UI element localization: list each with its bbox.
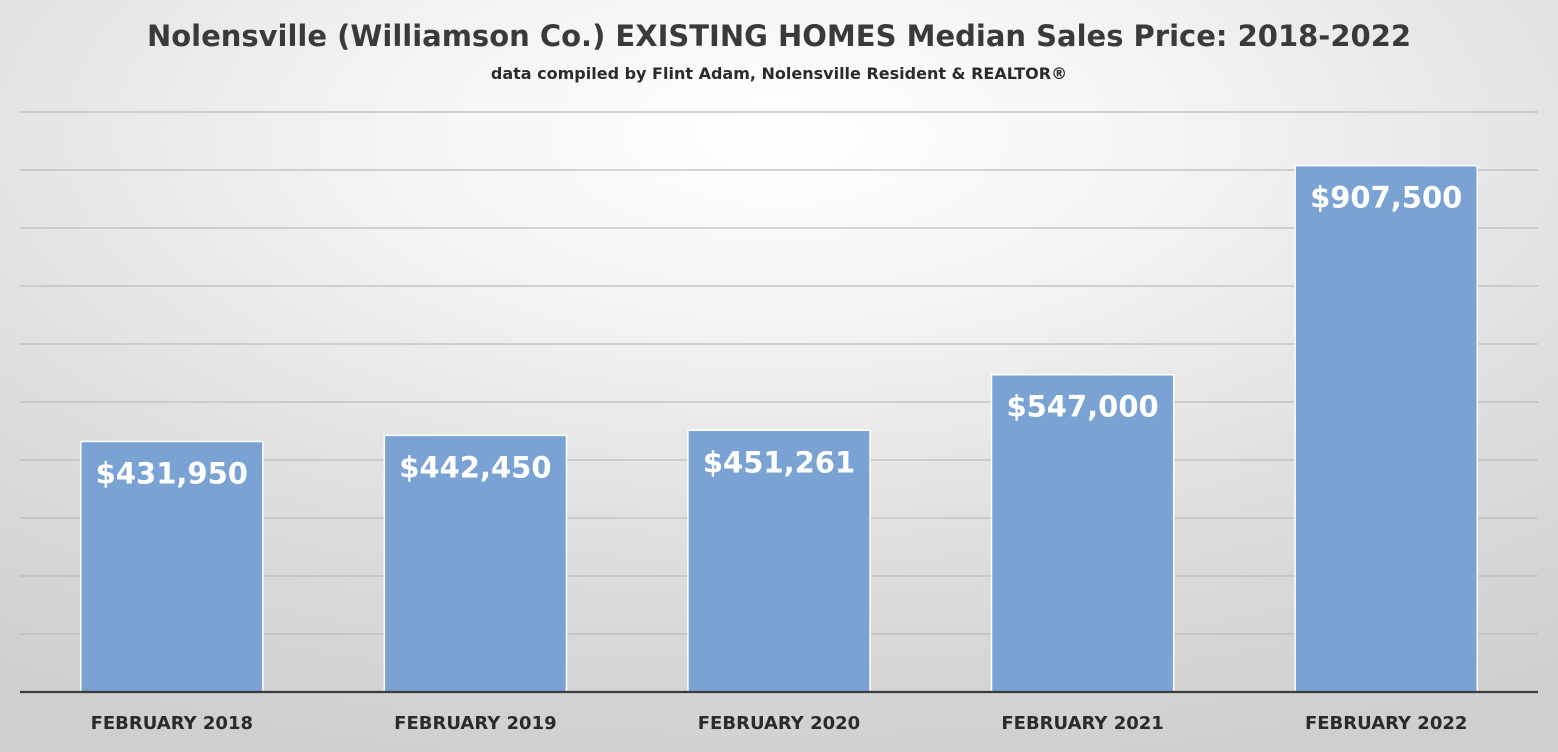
data-label-1: $431,950 <box>96 456 248 490</box>
data-label-4: $547,000 <box>1006 390 1158 424</box>
bar-1 <box>79 440 264 693</box>
x-tick-label-4: FEBRUARY 2021 <box>1001 713 1163 734</box>
x-tick-label-1: FEBRUARY 2018 <box>91 713 253 734</box>
x-tick-label-2: FEBRUARY 2019 <box>394 713 556 734</box>
data-label-5: $907,500 <box>1310 181 1462 215</box>
bars <box>79 164 1479 693</box>
data-label-2: $442,450 <box>399 450 551 484</box>
data-labels: $431,950 $442,450 $451,261 $547,000 $907,500 <box>96 181 1463 491</box>
chart-subtitle: data compiled by Flint Adam, Nolensville… <box>491 64 1067 83</box>
bar-5 <box>1294 164 1479 693</box>
x-tick-label-3: FEBRUARY 2020 <box>698 713 860 734</box>
bar-4 <box>990 373 1175 693</box>
data-label-3: $451,261 <box>703 445 855 479</box>
chart-title: Nolensville (Williamson Co.) EXISTING HO… <box>147 19 1411 53</box>
x-tick-label-5: FEBRUARY 2022 <box>1305 713 1467 734</box>
x-axis-tick-labels: FEBRUARY 2018 FEBRUARY 2019 FEBRUARY 2020 F… <box>91 713 1468 734</box>
bar-2 <box>383 434 568 693</box>
gridlines <box>20 111 1538 635</box>
